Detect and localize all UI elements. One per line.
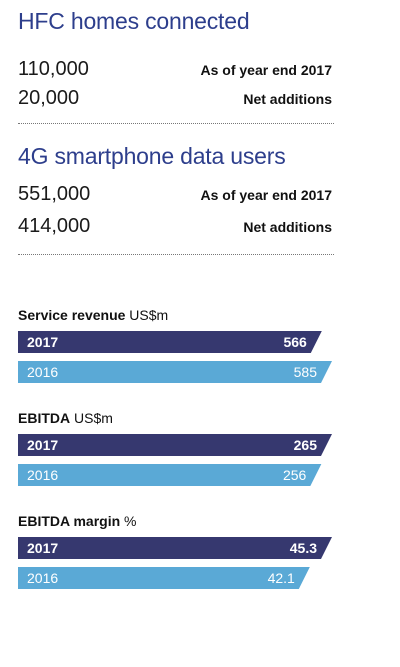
bar-2017 [18,537,332,559]
bar-chart: 2017 45.3 2016 42.1 [18,537,332,589]
kpi-value: 110,000 [18,58,89,80]
bar-value-label: 42.1 [268,570,295,586]
bar-category-label: 2016 [27,467,58,483]
chart-unit: US$m [129,307,169,323]
chart-unit: % [124,513,137,529]
kpi-row: 20,000 Net additions [18,87,334,110]
kpi-value: 551,000 [18,183,91,205]
chart-ebitda-margin: EBITDA margin % 2017 45.3 2016 42.1 [18,513,338,589]
bar-category-label: 2017 [27,540,58,556]
bar-2017 [18,331,322,353]
chart-service-revenue: Service revenue US$m 2017 566 2016 585 [18,307,338,383]
kpi-title: 4G smartphone data users [18,143,286,169]
bar-category-label: 2017 [27,334,58,350]
kpi-title: HFC homes connected [18,8,250,34]
kpi-block-hfc: HFC homes connected 110,000 As of year e… [18,6,334,124]
bar-value-label: 566 [283,334,307,350]
kpi-label: As of year end 2017 [200,62,332,78]
kpi-value: 414,000 [18,215,91,237]
bar-value-label: 585 [294,364,318,380]
bar-category-label: 2017 [27,437,58,453]
kpi-value: 20,000 [18,87,80,109]
bar-2016 [18,361,332,383]
kpi-label: As of year end 2017 [200,187,332,203]
chart-title-text: EBITDA [18,410,71,426]
kpi-row: 414,000 Net additions [18,215,334,238]
chart-unit: US$m [74,410,113,426]
chart-ebitda: EBITDA US$m 2017 265 2016 256 [18,410,338,486]
kpi-label: Net additions [243,219,332,235]
chart-title-text: Service revenue [18,307,126,323]
bar-2016 [18,464,322,486]
bar-value-label: 265 [294,437,318,453]
bar-chart: 2017 566 2016 585 [18,331,332,383]
bar-category-label: 2016 [27,364,58,380]
bar-chart: 2017 265 2016 256 [18,434,332,486]
chart-title-text: EBITDA margin [18,513,121,529]
kpi-row: 110,000 As of year end 2017 [18,58,334,81]
chart-title: Service revenue US$m [18,307,338,323]
bar-2017 [18,434,332,456]
chart-title: EBITDA US$m [18,410,338,426]
bar-value-label: 45.3 [290,540,317,556]
bar-2016 [18,567,310,589]
bar-category-label: 2016 [27,570,58,586]
kpi-row: 551,000 As of year end 2017 [18,183,334,206]
chart-title: EBITDA margin % [18,513,338,529]
bar-value-label: 256 [283,467,307,483]
kpi-label: Net additions [243,91,332,107]
kpi-block-4g: 4G smartphone data users 551,000 As of y… [18,137,334,255]
